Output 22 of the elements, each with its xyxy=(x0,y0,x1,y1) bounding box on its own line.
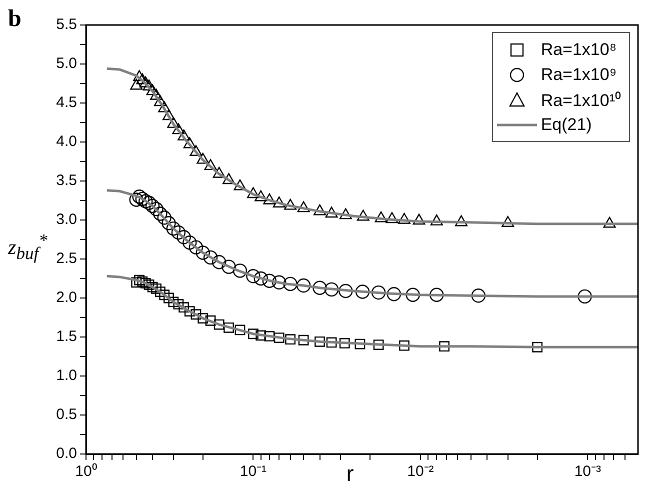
y-tick-label: 0.5 xyxy=(56,406,77,424)
legend-label: Ra=1x10⁹ xyxy=(540,64,617,84)
y-tick-label: 1.5 xyxy=(56,328,77,346)
text: b xyxy=(8,6,22,32)
x-tick-label: 10⁻² xyxy=(407,463,434,480)
x-axis-title: r xyxy=(346,461,354,486)
y-tick-label: 5.5 xyxy=(56,16,77,34)
legend-label: Eq(21) xyxy=(540,114,592,134)
y-tick-label: 2.0 xyxy=(56,289,77,306)
y-tick-label: 0.0 xyxy=(56,445,77,462)
x-tick-label: 10⁰ xyxy=(75,463,97,480)
legend-label: Ra=1x10⁸ xyxy=(540,40,617,60)
y-tick-label: 3.0 xyxy=(56,211,77,228)
y-tick-label: 4.0 xyxy=(56,133,77,150)
y-tick-label: 2.5 xyxy=(56,250,77,268)
legend-label: Ra=1x10¹⁰ xyxy=(540,90,621,111)
y-tick-label: 5.0 xyxy=(56,55,77,72)
x-tick-label: 10⁻³ xyxy=(574,463,602,480)
y-tick-label: 1.0 xyxy=(56,367,77,384)
x-tick-label: 10⁻¹ xyxy=(240,463,267,480)
y-tick-label: 4.5 xyxy=(56,94,77,112)
y-tick-label: 3.5 xyxy=(56,172,77,190)
